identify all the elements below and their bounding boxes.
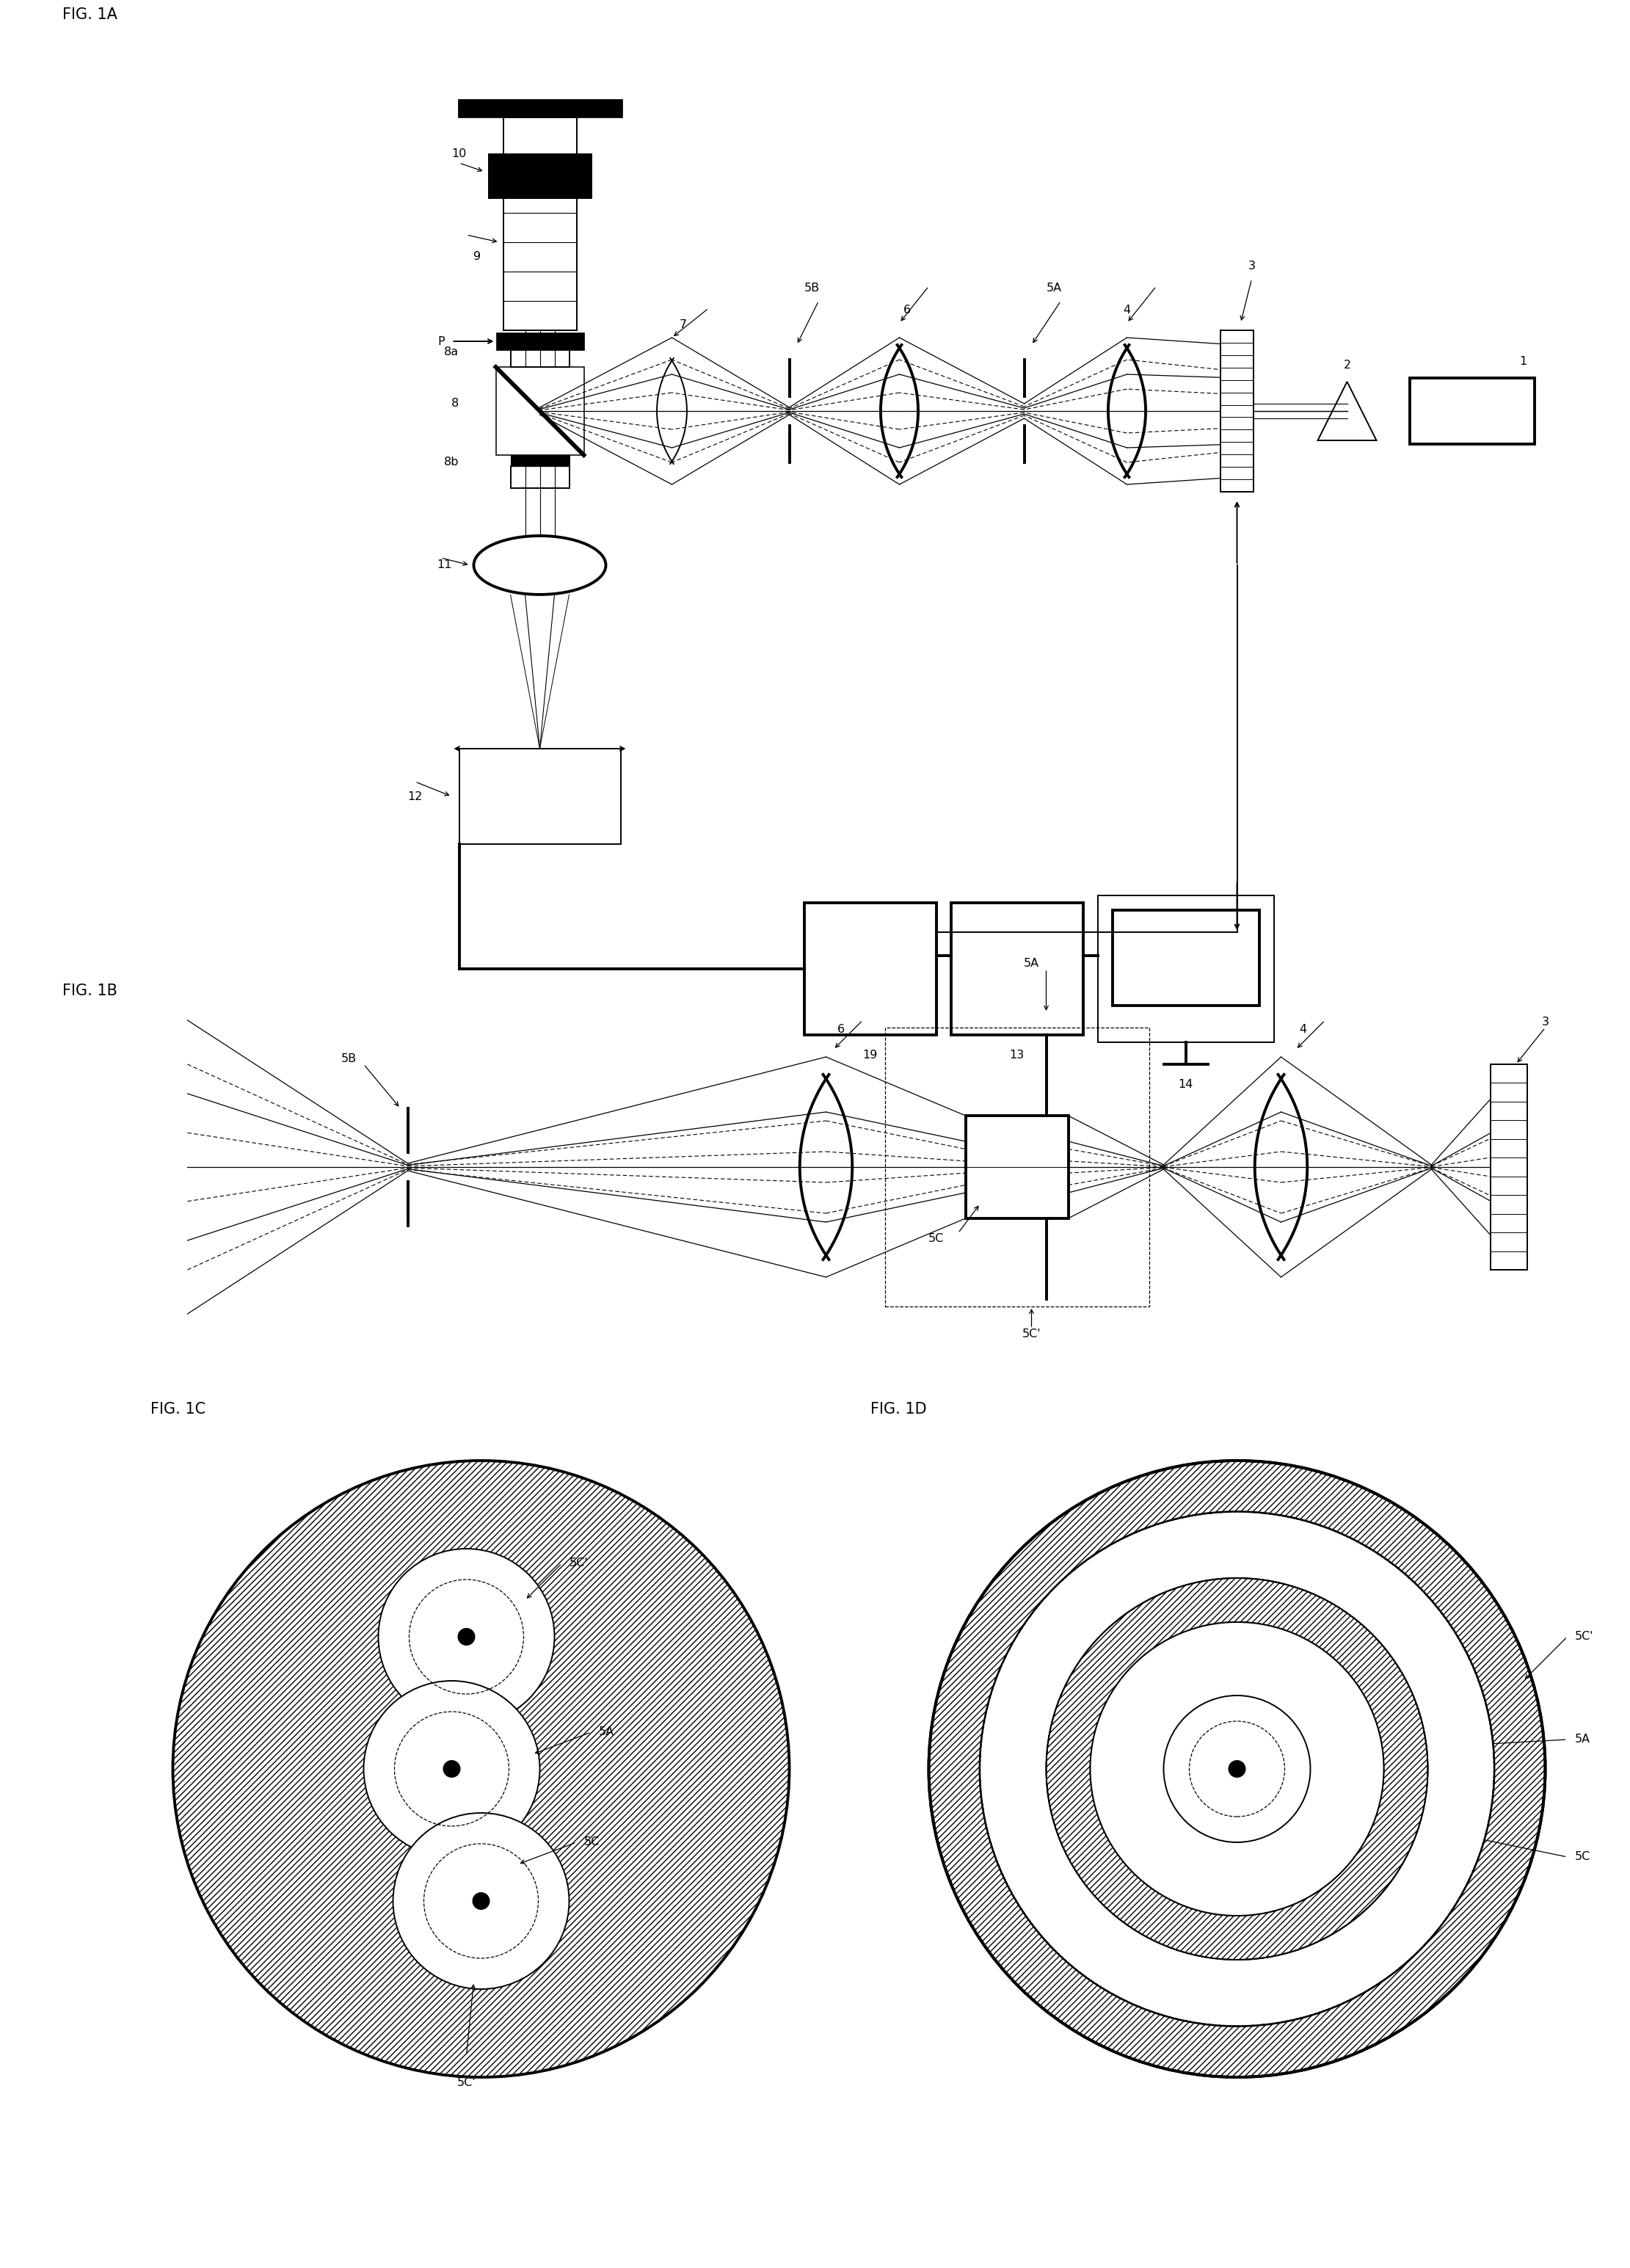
Circle shape [458, 1628, 476, 1647]
Polygon shape [1317, 381, 1376, 440]
Text: 10: 10 [452, 150, 466, 159]
Bar [510, 333, 569, 345]
Text: 5B: 5B [804, 284, 820, 293]
Text: 12: 12 [408, 792, 422, 803]
Circle shape [980, 1513, 1493, 2025]
Bar [496, 333, 584, 349]
Text: 13: 13 [1009, 1050, 1024, 1061]
Bar [950, 903, 1082, 1034]
Circle shape [1227, 1760, 1245, 1778]
Text: 7: 7 [680, 320, 686, 331]
Bar [458, 100, 623, 118]
Circle shape [443, 1760, 461, 1778]
Bar [804, 903, 936, 1034]
Text: 4: 4 [1123, 304, 1131, 315]
Bar [489, 154, 592, 197]
Ellipse shape [474, 535, 606, 594]
Text: 9: 9 [474, 252, 481, 263]
Text: 5C: 5C [1575, 1851, 1591, 1862]
Bar [504, 118, 577, 154]
Text: 8b: 8b [443, 456, 460, 467]
Bar [1410, 379, 1534, 445]
Text: 14: 14 [1178, 1080, 1193, 1091]
Text: 5A: 5A [1575, 1735, 1591, 1744]
Bar [1112, 909, 1258, 1005]
Bar [460, 748, 621, 844]
Text: 5B: 5B [341, 1052, 357, 1064]
Text: P: P [437, 336, 445, 347]
Text: 5C: 5C [927, 1234, 944, 1245]
Text: 2: 2 [1343, 361, 1351, 370]
Text: 5A: 5A [598, 1726, 615, 1737]
Text: FIG. 1B: FIG. 1B [62, 984, 117, 998]
Text: 5C': 5C' [569, 1558, 588, 1569]
Circle shape [1164, 1696, 1311, 1842]
Circle shape [1090, 1622, 1384, 1916]
Text: 5C': 5C' [1022, 1329, 1042, 1340]
Bar [1097, 896, 1273, 1043]
Bar [965, 1116, 1068, 1218]
Bar [1221, 331, 1253, 492]
Bar [885, 1027, 1149, 1306]
Bar [504, 197, 577, 331]
Text: 1: 1 [1519, 356, 1527, 367]
Text: 3: 3 [1249, 261, 1255, 272]
Text: FIG. 1C: FIG. 1C [152, 1402, 205, 1418]
Bar [1490, 1064, 1527, 1270]
Bar [496, 367, 584, 456]
Text: 5C': 5C' [456, 2077, 476, 2089]
Text: 6: 6 [836, 1023, 844, 1034]
Circle shape [393, 1812, 569, 1989]
Text: 6: 6 [903, 304, 911, 315]
Text: 8a: 8a [445, 347, 460, 358]
Circle shape [363, 1681, 540, 1857]
Circle shape [473, 1892, 491, 1910]
Text: 3: 3 [1542, 1016, 1548, 1027]
Text: 11: 11 [437, 560, 452, 572]
Text: 5A: 5A [1024, 957, 1040, 968]
Circle shape [378, 1549, 554, 1726]
Bar [510, 467, 569, 488]
Text: FIG. 1D: FIG. 1D [870, 1402, 926, 1418]
Bar [510, 345, 569, 367]
Text: 5C': 5C' [1575, 1631, 1594, 1642]
Text: 19: 19 [862, 1050, 877, 1061]
Text: FIG. 1A: FIG. 1A [62, 7, 117, 23]
Text: 4: 4 [1299, 1023, 1307, 1034]
Bar [510, 456, 569, 467]
Text: 8: 8 [452, 399, 460, 408]
Text: 5A: 5A [1046, 284, 1061, 293]
Text: 5C: 5C [584, 1837, 600, 1848]
